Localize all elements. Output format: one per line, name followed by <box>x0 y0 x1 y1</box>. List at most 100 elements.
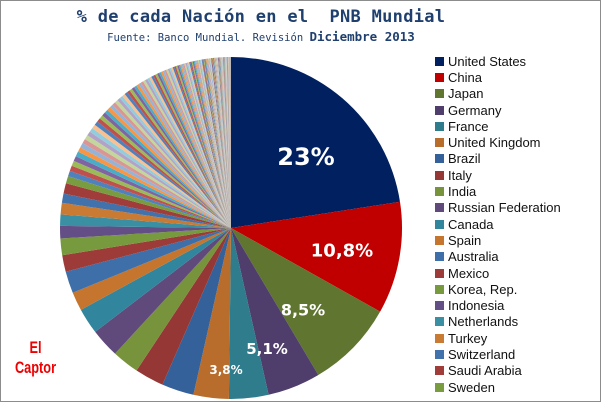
pie-slice <box>216 57 231 228</box>
legend-label: Switzerland <box>448 346 516 362</box>
pie-slice <box>205 58 231 228</box>
pie-slice <box>196 60 231 228</box>
legend-label: France <box>448 118 489 134</box>
legend-swatch-icon <box>435 252 444 262</box>
pie-slice <box>122 94 231 228</box>
pie-slice <box>212 57 231 229</box>
legend-item: Turkey <box>435 330 561 346</box>
pie-slice <box>194 60 231 229</box>
pie-slice <box>221 57 231 228</box>
pie-slice <box>184 63 231 229</box>
legend-swatch-icon <box>435 170 444 180</box>
pie-slice <box>201 59 231 228</box>
pie-slice <box>89 128 231 228</box>
legend-label: India <box>448 184 477 200</box>
legend-item: Canada <box>435 216 561 232</box>
pie-slice <box>228 57 231 229</box>
legend-item: Mexico <box>435 265 561 281</box>
pie-slice <box>185 62 231 228</box>
pie-slice <box>192 61 231 228</box>
legend-item: United Kingdom <box>435 134 561 150</box>
pie-slice <box>59 225 231 239</box>
legend-label: Netherlands <box>448 314 519 330</box>
pie-slice <box>228 57 231 229</box>
pie-slice <box>202 59 231 228</box>
pie-slice <box>186 62 231 228</box>
pie-slice <box>65 176 232 228</box>
pie-slice <box>199 59 231 229</box>
pie-slice <box>213 57 231 229</box>
legend-item: Sweden <box>435 379 561 395</box>
watermark-line2: Captor <box>14 358 57 377</box>
legend-swatch-icon <box>435 105 444 115</box>
pie-slice <box>162 70 231 228</box>
pie-slice <box>72 228 231 310</box>
pie-slice <box>219 57 231 229</box>
pie-slice <box>60 214 232 228</box>
pie-slice <box>138 82 231 228</box>
pie-slice <box>117 98 231 228</box>
pie-slice <box>94 121 231 228</box>
pie-slice <box>142 80 231 229</box>
pie-slice <box>197 60 231 228</box>
pie-slice <box>80 228 231 332</box>
pie-slice <box>107 107 231 228</box>
pie-slice <box>231 228 381 376</box>
pie-slice <box>207 58 231 228</box>
pie-slice <box>174 66 231 229</box>
pie-slice <box>195 60 231 228</box>
legend-swatch-icon <box>435 268 444 278</box>
pie-slice <box>155 73 231 228</box>
pie-slice <box>84 135 232 228</box>
pie-slice <box>212 57 231 229</box>
pie-slice <box>160 71 231 229</box>
pie-slice <box>225 57 231 228</box>
pie-slice <box>145 78 231 228</box>
legend-item: Italy <box>435 167 561 183</box>
pie-slice <box>61 193 232 228</box>
pie-slice <box>109 104 231 228</box>
legend-label: United Kingdom <box>448 135 541 151</box>
pie-slice <box>216 57 231 229</box>
chart-legend: United States China Japan Germany France Unit… <box>435 53 561 395</box>
legend-label: Italy <box>448 167 472 183</box>
pie-slice <box>80 143 231 228</box>
pie-slice <box>175 65 231 229</box>
pie-slice <box>218 57 231 229</box>
pie-slice <box>193 228 231 399</box>
pie-slice <box>171 67 231 228</box>
pie-slice <box>229 56 231 228</box>
pie-slice <box>157 72 231 228</box>
legend-item: France <box>435 118 561 134</box>
pie-slice <box>65 228 231 293</box>
pie-slice <box>167 68 231 229</box>
pie-slice <box>229 57 231 228</box>
pie-slice <box>190 61 231 229</box>
pie-slice <box>68 170 231 228</box>
pie-slice <box>136 84 231 228</box>
legend-swatch-icon <box>435 203 444 213</box>
pie-slice <box>204 58 231 229</box>
pie-slice <box>87 131 231 228</box>
legend-item: United States <box>435 53 561 69</box>
pie-slice <box>226 57 231 228</box>
slice-data-label: 10,8% <box>310 240 374 262</box>
pie-slice <box>215 57 231 228</box>
pie-slice <box>182 63 231 228</box>
pie-slice <box>208 58 231 228</box>
legend-swatch-icon <box>435 154 444 164</box>
pie-slice <box>221 57 231 228</box>
pie-slice <box>69 165 231 228</box>
pie-slice <box>73 156 232 228</box>
pie-slice <box>231 201 403 312</box>
pie-slice <box>222 57 231 228</box>
legend-swatch-icon <box>435 382 444 392</box>
legend-label: Saudi Arabia <box>448 363 522 379</box>
pie-slice <box>226 57 231 228</box>
legend-swatch-icon <box>435 366 444 376</box>
pie-slice <box>217 57 231 228</box>
legend-label: United States <box>448 53 527 69</box>
pie-slice <box>210 58 231 228</box>
pie-slice <box>97 118 231 228</box>
legend-item: Russian Federation <box>435 200 561 216</box>
